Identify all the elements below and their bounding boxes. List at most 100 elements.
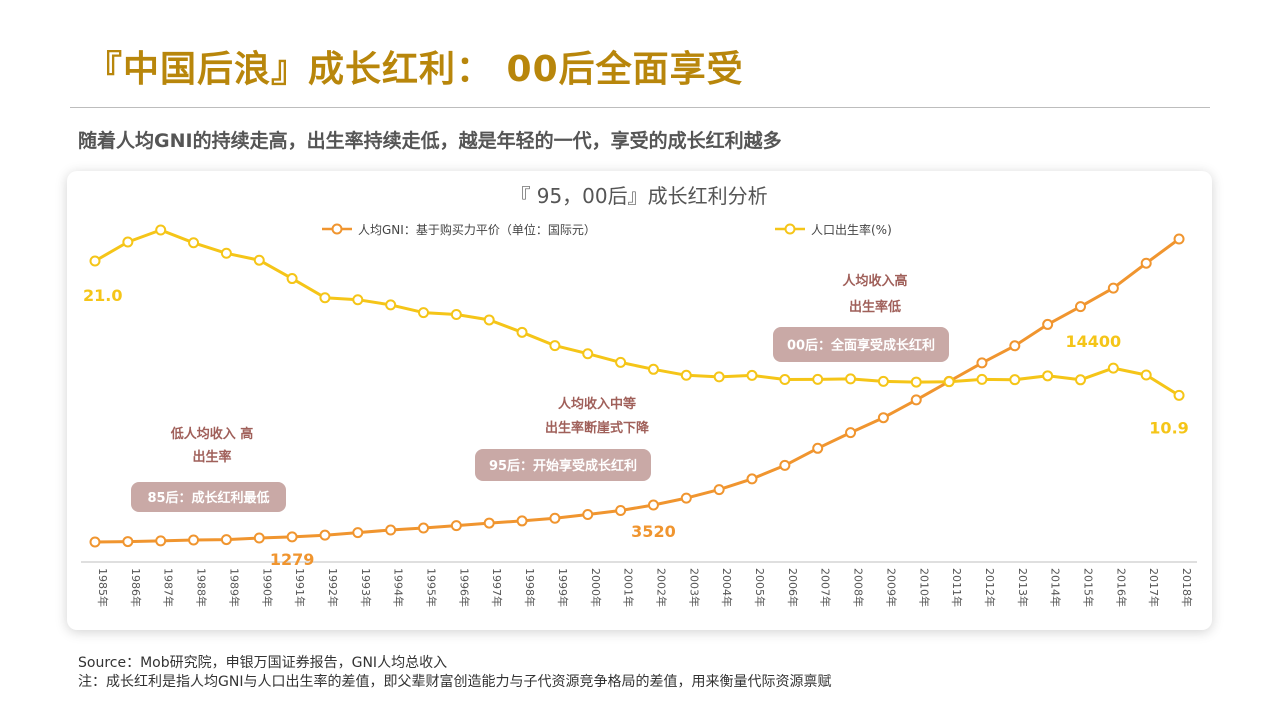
gni-point bbox=[713, 484, 725, 496]
gni-point bbox=[89, 536, 101, 548]
birth-rate-point bbox=[680, 369, 692, 381]
birth-rate-point bbox=[286, 273, 298, 285]
gni-point bbox=[746, 473, 758, 485]
x-tick-label: 1990年 bbox=[260, 568, 274, 607]
birth-rate-point bbox=[615, 356, 627, 368]
x-tick-label: 2006年 bbox=[786, 568, 800, 607]
birth-rate-point bbox=[779, 374, 791, 386]
gni-point bbox=[1140, 257, 1152, 269]
x-tick-label: 2001年 bbox=[622, 568, 636, 607]
x-tick-label: 2005年 bbox=[753, 568, 767, 607]
annotation-text: 出生率低 bbox=[849, 299, 901, 315]
x-tick-label: 2014年 bbox=[1049, 568, 1063, 607]
birth-rate-point bbox=[220, 247, 232, 259]
gni-point bbox=[516, 515, 528, 527]
data-label: 3520 bbox=[631, 522, 676, 541]
birth-rate-point bbox=[483, 314, 495, 326]
birth-rate-point bbox=[188, 237, 200, 249]
birth-rate-point bbox=[746, 369, 758, 381]
gni-point bbox=[253, 532, 265, 544]
gni-point bbox=[1173, 233, 1185, 245]
gni-point bbox=[845, 427, 857, 439]
x-tick-label: 2017年 bbox=[1147, 568, 1161, 607]
birth-rate-point bbox=[877, 375, 889, 387]
x-tick-label: 1987年 bbox=[162, 568, 176, 607]
x-tick-label: 1993年 bbox=[359, 568, 373, 607]
gni-point bbox=[582, 509, 594, 521]
legend-label-1: 人口出生率(%) bbox=[811, 222, 892, 237]
gni-point bbox=[877, 412, 889, 424]
birth-rate-series-line bbox=[94, 228, 1180, 397]
x-tick-label: 1999年 bbox=[556, 568, 570, 607]
x-tick-label: 2009年 bbox=[884, 568, 898, 607]
definition-note: 注：成长红利是指人均GNI与人口出生率的差值，即父辈财富创造能力与子代资源竞争格… bbox=[78, 674, 832, 690]
x-tick-label: 1995年 bbox=[425, 568, 439, 607]
birth-rate-point bbox=[713, 371, 725, 383]
birth-rate-point bbox=[976, 373, 988, 385]
gni-point bbox=[549, 512, 561, 524]
birth-rate-point bbox=[582, 348, 594, 360]
x-tick-label: 1988年 bbox=[195, 568, 209, 607]
birth-rate-point bbox=[450, 308, 462, 320]
gni-point bbox=[385, 524, 397, 536]
annotation-badge-label: 95后：开始享受成长红利 bbox=[489, 458, 637, 474]
x-tick-label: 2010年 bbox=[917, 568, 931, 607]
x-tick-label: 1991年 bbox=[293, 568, 307, 607]
gni-point bbox=[1042, 318, 1054, 330]
legend-marker-1 bbox=[784, 223, 796, 235]
source-note: Source：Mob研究院，申银万国证券报告，GNI人均总收入 bbox=[78, 655, 448, 671]
gni-point bbox=[483, 517, 495, 529]
gni-point bbox=[122, 536, 134, 548]
annotation-badge-label: 00后：全面享受成长红利 bbox=[787, 338, 935, 354]
birth-rate-point bbox=[1042, 370, 1054, 382]
annotation-text: 出生率 bbox=[192, 449, 231, 465]
gni-point bbox=[188, 534, 200, 546]
gni-point bbox=[910, 394, 922, 406]
birth-rate-point bbox=[1107, 362, 1119, 374]
x-tick-label: 2008年 bbox=[852, 568, 866, 607]
birth-rate-point bbox=[418, 307, 429, 319]
data-label: 21.0 bbox=[83, 286, 122, 305]
birth-rate-point bbox=[155, 224, 167, 236]
x-tick-label: 2015年 bbox=[1082, 568, 1096, 607]
data-label: 1279 bbox=[270, 550, 315, 569]
chart-card: 『 95，00后』成长红利分析 人均GNI：基于购买力平价（单位：国际元） 人口出生… bbox=[67, 171, 1212, 630]
birth-rate-point bbox=[253, 254, 265, 266]
birth-rate-point bbox=[910, 376, 922, 388]
gni-point bbox=[418, 522, 429, 534]
gni-point bbox=[352, 527, 364, 539]
annotation-badge bbox=[131, 482, 286, 512]
x-tick-label: 2007年 bbox=[819, 568, 833, 607]
x-tick-label: 1997年 bbox=[490, 568, 504, 607]
annotation-text: 出生率断崖式下降 bbox=[545, 420, 650, 436]
annotation-text: 人均收入高 bbox=[842, 273, 907, 289]
x-tick-label: 2000年 bbox=[589, 568, 603, 607]
gni-point bbox=[220, 534, 232, 546]
gni-point bbox=[286, 531, 298, 543]
birth-rate-point bbox=[943, 376, 955, 388]
birth-rate-point bbox=[812, 373, 824, 385]
data-label: 14400 bbox=[1066, 332, 1122, 351]
title-divider bbox=[70, 107, 1210, 108]
birth-rate-point bbox=[352, 294, 364, 306]
x-tick-label: 2013年 bbox=[1016, 568, 1030, 607]
birth-rate-point bbox=[1140, 369, 1152, 381]
x-tick-label: 1998年 bbox=[523, 568, 537, 607]
legend-label-0: 人均GNI：基于购买力平价（单位：国际元） bbox=[358, 222, 596, 237]
x-tick-label: 2003年 bbox=[687, 568, 701, 607]
annotation-text: 低人均收入 高 bbox=[170, 426, 254, 442]
birth-rate-point bbox=[1075, 374, 1086, 386]
x-tick-label: 1989年 bbox=[227, 568, 241, 607]
birth-rate-point bbox=[549, 340, 561, 352]
birth-rate-point bbox=[1173, 389, 1185, 401]
data-label: 10.9 bbox=[1149, 418, 1188, 437]
page-subtitle: 随着人均GNI的持续走高，出生率持续走低，越是年轻的一代，享受的成长红利越多 bbox=[78, 130, 782, 152]
gni-point bbox=[812, 442, 824, 454]
gni-point bbox=[155, 535, 167, 547]
footer: Source：Mob研究院，申银万国证券报告，GNI人均总收入 注：成长红利是指… bbox=[78, 654, 831, 692]
birth-rate-point bbox=[516, 326, 528, 338]
gni-series-line bbox=[94, 237, 1180, 544]
gni-point bbox=[976, 357, 988, 369]
annotation-badge bbox=[773, 327, 949, 362]
